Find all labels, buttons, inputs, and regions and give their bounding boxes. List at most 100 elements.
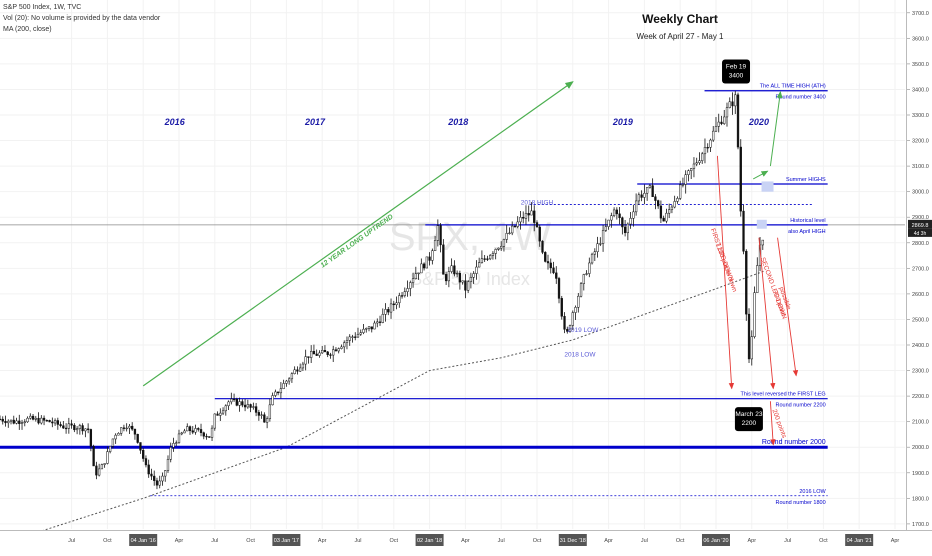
x-tick-label: 31 Dec '18 [560,538,586,544]
candle-body [103,463,106,465]
trend-label: 12 YEAR LONG UPTREND [320,214,395,270]
candle-body [651,185,654,198]
y-tick-label: 1800.0 [912,496,929,502]
level-sublabel: also April HIGH [788,229,826,235]
candle-body [62,425,65,429]
candle-body [629,218,632,225]
bounce-arrow [752,170,769,180]
candle-body [183,430,186,434]
candle-body [139,442,142,451]
level-sublabel: Round number 3400 [776,95,826,101]
candle-body [502,239,506,247]
callout-box [722,59,751,84]
moving-average-group [0,270,765,545]
candle-body [64,427,68,430]
x-tick-box [129,534,158,546]
candle-body [535,222,539,228]
x-tick-label: Jul [784,538,791,544]
x-tick-label: Oct [533,538,542,544]
candle-body [568,325,572,332]
candle-body [618,213,621,219]
candle-body [100,464,104,470]
candle-body [728,101,731,108]
candle-body [403,291,406,296]
candle-body [337,348,340,352]
candle-body [136,433,139,443]
y-tick-label: 1900.0 [912,471,929,477]
y-tick-label: 3200.0 [912,139,929,145]
candle-body [23,421,26,423]
candle-body [304,356,307,365]
candle-body [461,280,464,283]
x-tick-box [558,534,587,546]
legend-symbol[interactable]: S&P 500 Index, 1W, TVC [3,4,82,11]
year-label: 2017 [304,117,326,127]
candle-body [276,391,280,394]
candle-body [318,352,321,356]
candle-body [516,221,519,227]
x-tick-box [701,534,730,546]
level-label: 2016 LOW [799,489,826,495]
candle-body [122,427,126,429]
x-tick-label: Oct [819,538,828,544]
arrows-group [142,81,799,446]
price-badge [908,219,932,229]
candle-body [367,326,371,329]
candle-body [260,414,263,416]
candle-body [293,369,296,374]
candle-body [444,274,448,282]
candle-body [332,349,335,356]
candle-body [455,272,459,275]
candle-body [334,349,338,352]
candle-body [150,473,153,477]
candle-body [491,253,495,256]
watermark-text: SPX, 1W [389,215,552,259]
candle-body [48,420,51,423]
candle-body [431,250,434,261]
candle-body [406,288,409,292]
candle-body [670,206,674,210]
x-tick-label: Oct [676,538,685,544]
level-label: Historical level [790,218,825,224]
candle-body [232,398,236,401]
candle-body [648,185,652,188]
y-tick-label: 3000.0 [912,190,929,196]
candle-body [409,282,412,289]
candle-body [78,425,82,429]
candle-body [478,262,481,268]
legend-volume[interactable]: Vol (20): No volume is provided by the d… [3,15,161,22]
candle-body [254,406,258,413]
y-axis[interactable]: 1700.0 1800.0 1900.0 2000.0 2100.0 2200.0 2300… [906,0,932,530]
candle-body [734,94,737,107]
candle-body [392,303,395,306]
candle-body [634,200,638,213]
candle-body [40,417,43,424]
level-label: Round number 2000 [762,439,826,446]
candle-body [106,451,109,464]
candle-body [378,321,382,323]
candle-body [86,428,90,430]
callout-text: 3400 [729,73,744,80]
x-axis[interactable]: Jul Oct 04 Jan '16 Apr Jul Oct 03 Jan '17 Apr Ju… [0,530,932,551]
legend-ma[interactable]: MA (200, close) [3,26,52,33]
candle-body [315,353,318,356]
candle-body [197,428,200,430]
candle-body [560,298,563,317]
candle-body [690,168,693,171]
trend-arrow [142,81,574,387]
candle-body [519,217,522,223]
candle-body [387,309,390,313]
y-tick-label: 2900.0 [912,215,929,221]
x-tick-box [845,534,874,546]
candle-body [571,312,574,326]
candle-body [131,425,134,430]
candle-body [42,417,46,421]
x-tick-label: Apr [891,538,900,544]
candle-body [384,309,387,315]
candle-body [475,266,478,274]
candle-body [420,263,423,274]
x-tick-box [415,534,444,546]
candle-body [530,210,533,216]
